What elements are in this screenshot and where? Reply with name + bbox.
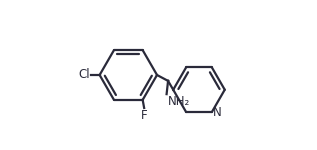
Text: F: F [141,109,147,122]
Text: NH₂: NH₂ [168,95,190,108]
Text: N: N [213,106,221,118]
Text: Cl: Cl [78,69,90,81]
